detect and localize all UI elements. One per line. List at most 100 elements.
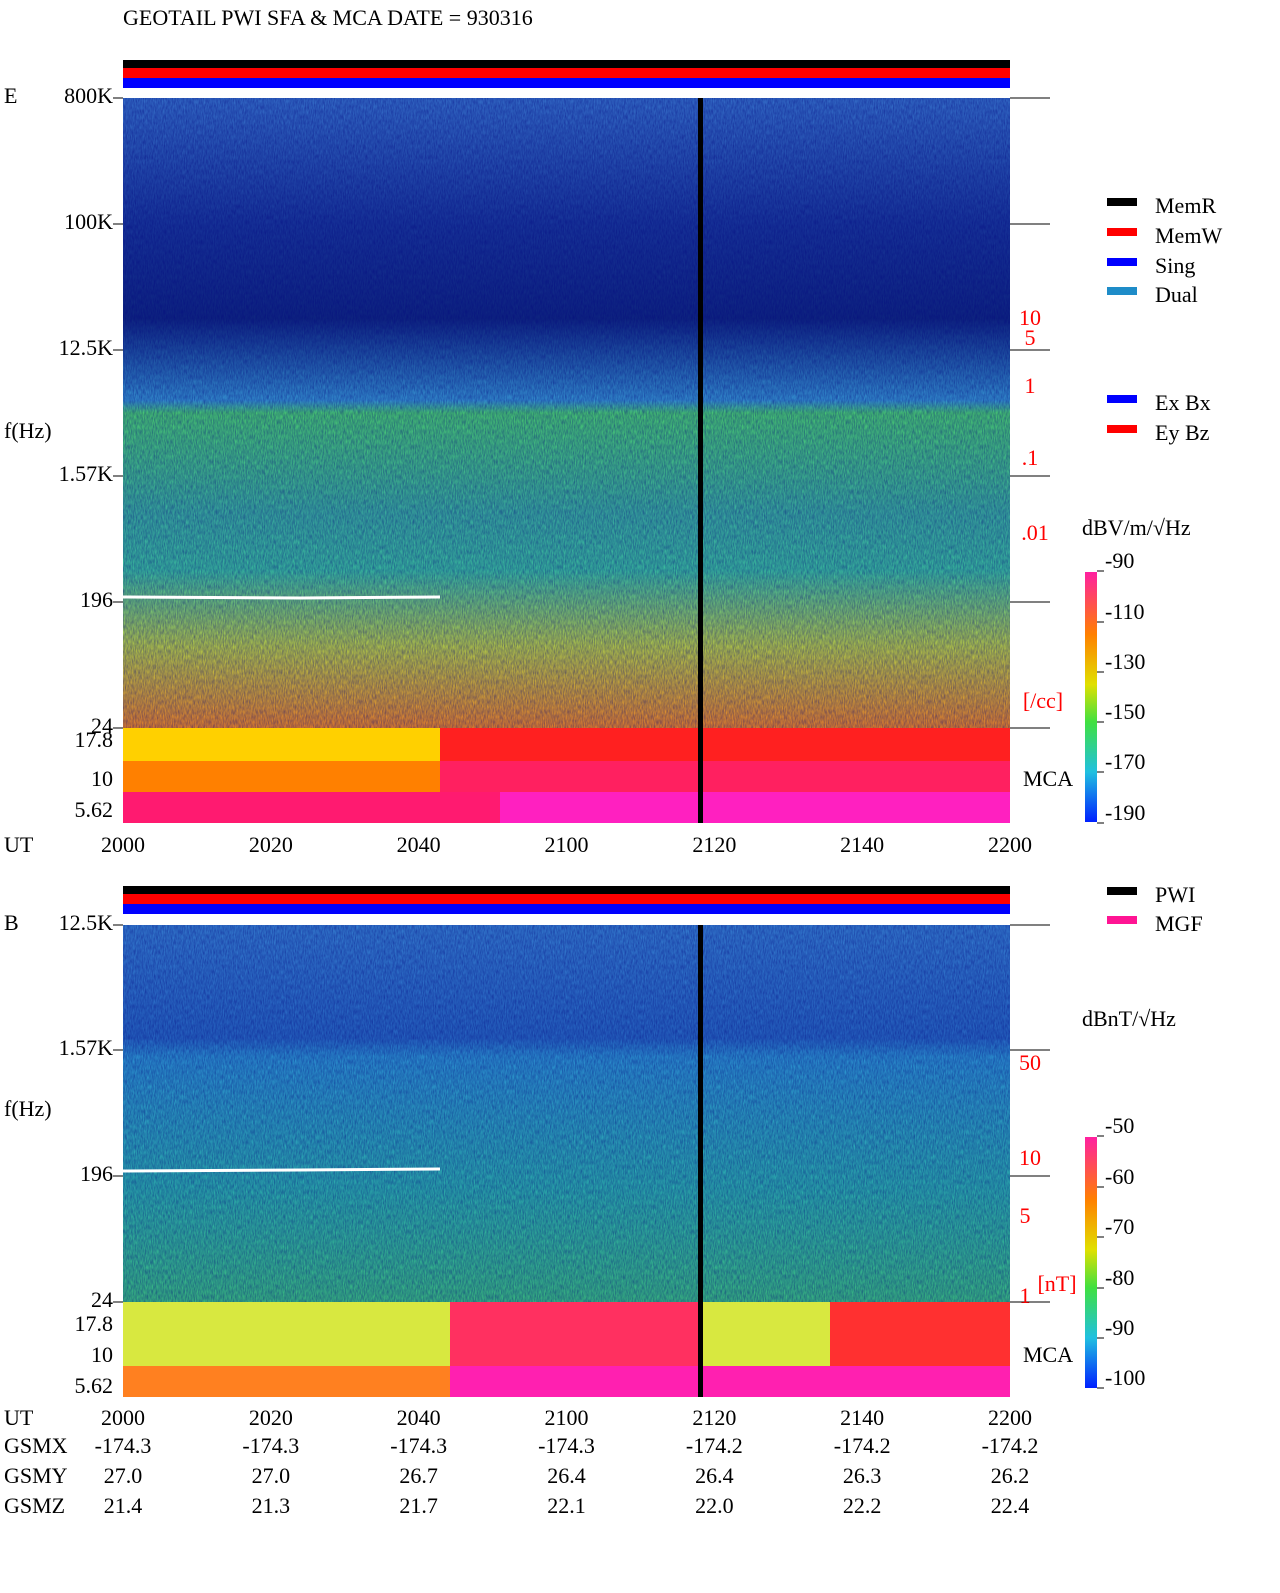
legend-swatch	[1107, 198, 1137, 206]
x-axis-label: UT	[4, 1405, 34, 1430]
orbit-value: 26.3	[843, 1463, 882, 1488]
legend-label: Ey Bz	[1155, 420, 1210, 445]
y-axis-label: f(Hz)	[4, 418, 52, 443]
orbit-value: 27.0	[104, 1463, 143, 1488]
colorbar-tick-label: -70	[1105, 1214, 1134, 1239]
orbit-value: 21.7	[399, 1493, 438, 1518]
legend-swatch	[1107, 228, 1137, 236]
orbit-value: -174.3	[242, 1433, 299, 1458]
panel-label: E	[4, 83, 17, 108]
orbit-value: 22.4	[991, 1493, 1030, 1518]
y-tick-label: 24	[91, 1287, 113, 1312]
x-tick-label: 2140	[840, 832, 884, 857]
legend-swatch	[1107, 425, 1137, 433]
colorbar-tick-label: -50	[1105, 1113, 1134, 1138]
orbit-value: -174.2	[982, 1433, 1039, 1458]
orbit-value: 22.0	[695, 1493, 734, 1518]
x-tick-label: 2020	[249, 1405, 293, 1430]
x-axis-label: UT	[4, 832, 34, 857]
density-tick-label: 5	[1020, 1203, 1031, 1228]
y-tick-label: 800K	[64, 83, 113, 108]
orbit-value: 26.2	[991, 1463, 1030, 1488]
colorbar-tick-label: -90	[1105, 548, 1134, 573]
x-tick-label: 2200	[988, 832, 1032, 857]
colorbar	[1085, 572, 1097, 822]
y-axis-label: f(Hz)	[4, 1096, 52, 1121]
orbit-value: -174.3	[390, 1433, 447, 1458]
title: GEOTAIL PWI SFA & MCA DATE = 930316	[123, 5, 533, 30]
y-tick-label: 196	[80, 1161, 113, 1186]
y-tick-label: 1.57K	[59, 461, 114, 486]
legend-label: PWI	[1155, 882, 1195, 907]
legend-swatch	[1107, 395, 1137, 403]
x-tick-label: 2100	[545, 1405, 589, 1430]
x-tick-label: 2040	[397, 832, 441, 857]
colorbar-tick-label: -150	[1105, 699, 1145, 724]
density-tick-label: [/cc]	[1023, 688, 1063, 713]
colorbar-unit: dBnT/√Hz	[1082, 1006, 1176, 1031]
x-tick-label: 2020	[249, 832, 293, 857]
density-tick-label: 10	[1019, 1145, 1041, 1170]
orbit-value: 22.2	[843, 1493, 882, 1518]
colorbar-unit: dBV/m/√Hz	[1082, 515, 1191, 540]
orbit-value: 21.4	[104, 1493, 143, 1518]
y-tick-label: 12.5K	[59, 335, 114, 360]
y-tick-label: 24	[91, 713, 113, 738]
spectrogram-e	[122, 60, 1010, 823]
density-tick-label: 10	[1019, 305, 1041, 330]
mca-label: MCA	[1023, 766, 1073, 791]
x-tick-label: 2040	[397, 1405, 441, 1430]
y-tick-label: 5.62	[75, 797, 114, 822]
colorbar-tick-label: -100	[1105, 1365, 1145, 1390]
orbit-value: 21.3	[252, 1493, 291, 1518]
colorbar-tick-label: -190	[1105, 800, 1145, 825]
spectrogram-b	[122, 886, 1010, 1397]
y-tick-label: 5.62	[75, 1373, 114, 1398]
legend-label: Sing	[1155, 253, 1195, 278]
x-tick-label: 2120	[692, 832, 736, 857]
legend-swatch	[1107, 258, 1137, 266]
legend-label: MGF	[1155, 911, 1203, 936]
orbit-value: 26.7	[399, 1463, 438, 1488]
density-tick-label: .01	[1021, 520, 1049, 545]
y-tick-label: 17.8	[75, 1311, 114, 1336]
density-tick-label: 50	[1019, 1050, 1041, 1075]
y-tick-label: 10	[91, 1342, 113, 1367]
legend-swatch	[1107, 287, 1137, 295]
x-tick-label: 2000	[101, 832, 145, 857]
density-tick-label: 1	[1025, 373, 1036, 398]
colorbar-tick-label: -80	[1105, 1265, 1134, 1290]
orbit-value: -174.2	[686, 1433, 743, 1458]
colorbar	[1085, 1137, 1097, 1388]
orbit-value: 26.4	[547, 1463, 586, 1488]
density-tick-label: .1	[1022, 445, 1039, 470]
x-tick-label: 2000	[101, 1405, 145, 1430]
y-tick-label: 10	[91, 766, 113, 791]
orbit-value: -174.3	[538, 1433, 595, 1458]
colorbar-tick-label: -60	[1105, 1164, 1134, 1189]
density-tick-label: 1	[1020, 1283, 1031, 1308]
orbit-label: GSMX	[4, 1433, 68, 1458]
orbit-value: -174.2	[834, 1433, 891, 1458]
orbit-label: GSMZ	[4, 1493, 65, 1518]
orbit-label: GSMY	[4, 1463, 68, 1488]
y-tick-label: 196	[80, 587, 113, 612]
x-tick-label: 2120	[692, 1405, 736, 1430]
colorbar-tick-label: -130	[1105, 649, 1145, 674]
legend-label: Dual	[1155, 282, 1198, 307]
orbit-value: 26.4	[695, 1463, 734, 1488]
mca-label: MCA	[1023, 1342, 1073, 1367]
x-tick-label: 2100	[545, 832, 589, 857]
legend-label: Ex Bx	[1155, 390, 1211, 415]
density-tick-label: 5	[1025, 325, 1036, 350]
colorbar-tick-label: -110	[1105, 599, 1145, 624]
y-tick-label: 17.8	[75, 727, 114, 752]
colorbar-tick-label: -90	[1105, 1315, 1134, 1340]
legend-swatch	[1107, 887, 1137, 895]
density-tick-label: [nT]	[1037, 1271, 1076, 1296]
panel-label: B	[4, 910, 19, 935]
orbit-value: 27.0	[252, 1463, 291, 1488]
x-tick-label: 2140	[840, 1405, 884, 1430]
colorbar-tick-label: -170	[1105, 749, 1145, 774]
orbit-value: 22.1	[547, 1493, 586, 1518]
